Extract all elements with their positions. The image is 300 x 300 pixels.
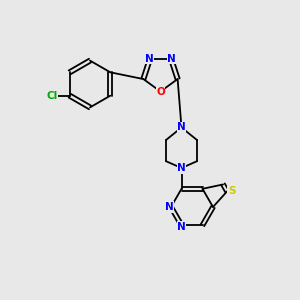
Text: N: N [145,54,154,64]
Text: N: N [177,122,186,133]
Text: N: N [177,163,186,173]
Text: N: N [167,54,176,64]
Text: S: S [228,186,235,197]
Text: O: O [156,87,165,97]
Text: N: N [177,222,186,232]
Text: N: N [165,202,174,212]
Text: Cl: Cl [46,91,57,101]
